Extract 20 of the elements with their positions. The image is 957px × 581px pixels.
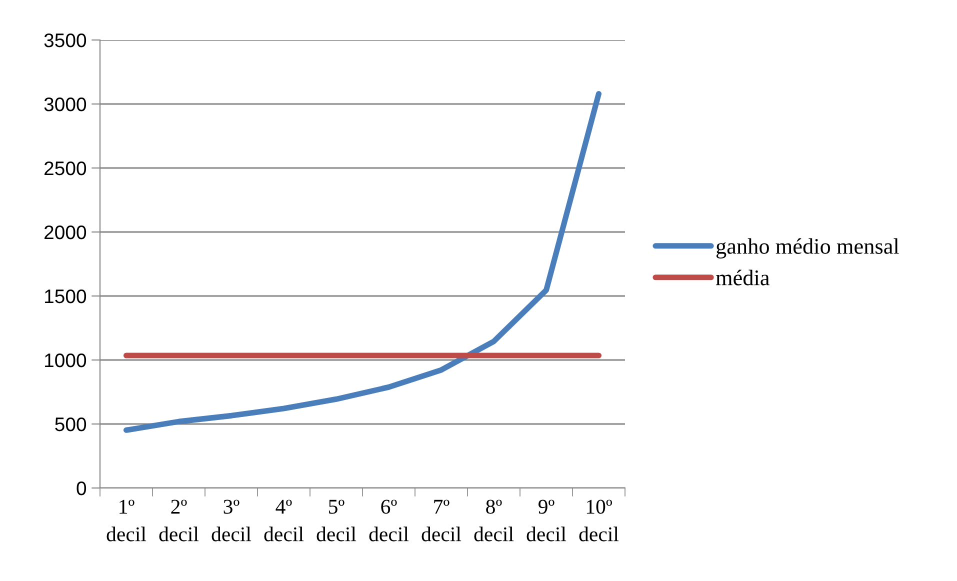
x-tick-label: 9º decil (526, 500, 566, 542)
y-tick-label: 1000 (45, 353, 86, 368)
y-tick-label: 1500 (45, 289, 86, 304)
x-tick-label: 6º decil (369, 500, 409, 542)
x-tick-label: 7º decil (422, 500, 462, 542)
legend-label: média (716, 270, 770, 286)
x-tick-label: 10º decil (579, 500, 619, 542)
y-tick-label: 2000 (44, 225, 86, 240)
x-tick-label: 2º decil (159, 500, 199, 542)
x-tick-label: 4º decil (264, 500, 304, 542)
x-tick-label: 5º decil (316, 500, 356, 542)
y-tick-label: 2500 (44, 161, 86, 176)
y-tick-label: 0 (76, 481, 86, 496)
x-tick-label: 8º decil (474, 500, 514, 542)
y-tick-label: 3500 (44, 33, 86, 48)
x-tick-label: 3º decil (212, 500, 252, 542)
y-tick-label: 500 (55, 417, 86, 432)
x-tick-label: 1º decil (106, 500, 146, 542)
legend-label: ganho médio mensal (716, 238, 899, 258)
y-tick-label: 3000 (44, 97, 86, 112)
